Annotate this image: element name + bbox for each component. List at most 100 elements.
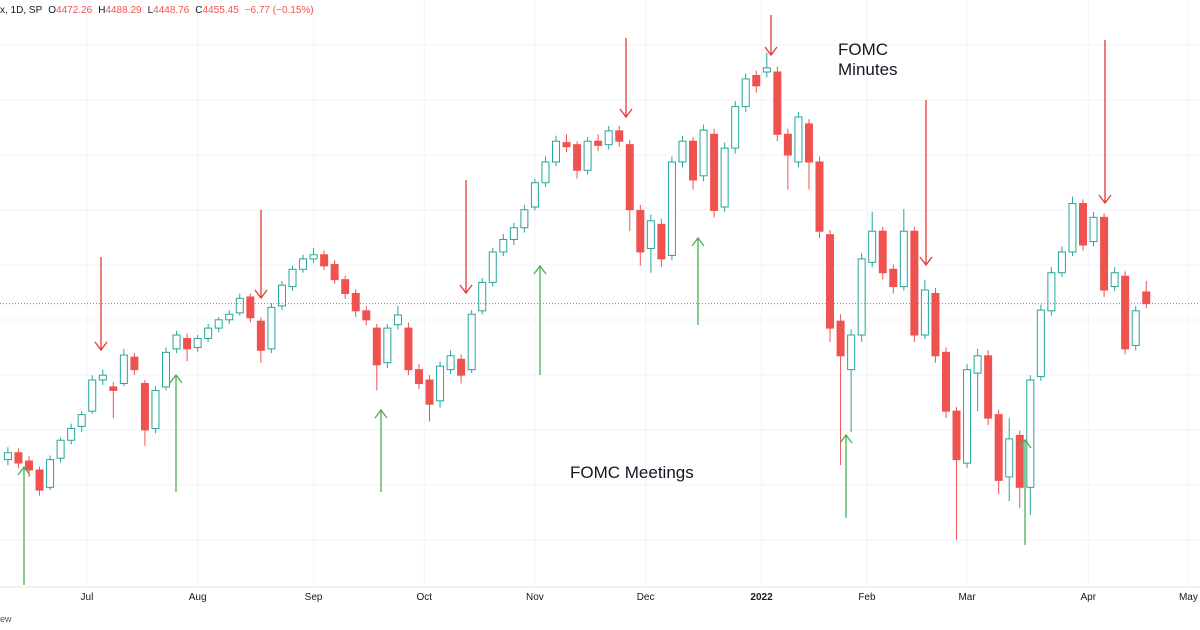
candle-body [615,130,624,142]
close-label: C [195,5,203,16]
candle-body [109,386,118,391]
candle-body [573,144,582,171]
candle-body [1089,216,1098,243]
candle-body [1121,275,1130,350]
candle-body [868,230,877,263]
candle-body [256,320,265,351]
candle-body [478,281,487,312]
x-tick-label: Aug [189,592,207,603]
candle-body [119,354,128,384]
candle-body [826,234,835,329]
x-tick-label: 2022 [750,592,773,603]
candle-body [1079,203,1088,246]
candle-body [731,106,740,149]
change: −6.77 (−0.15%) [244,5,314,16]
x-tick-label: Mar [958,592,976,603]
candle-body [783,133,792,156]
candle-body [1036,309,1045,378]
low-value: 4448.76 [153,5,190,16]
candle-body [889,268,898,288]
candle-body [1047,272,1056,312]
candle-body [878,230,887,274]
candle-body [910,230,919,336]
candle-body [657,223,666,260]
x-tick-label: Feb [858,592,876,603]
candle-body [425,379,434,405]
candle-body [541,161,550,184]
close-value: 4455.45 [202,5,239,16]
candle-body [667,161,676,256]
candle-body [1057,251,1066,274]
h-grid [0,44,1200,541]
candle-body [457,358,466,376]
candle-body [372,327,381,366]
candle-body [562,142,571,148]
footer-logo: ew [0,614,12,624]
candle-body [994,414,1003,481]
candle-body [330,263,339,281]
candle-body [509,227,518,241]
candle-body [225,313,234,321]
high-label: H [98,5,106,16]
x-tick-label: May [1179,592,1198,603]
candle-body [973,355,982,374]
candle-body [499,239,508,253]
candle-body [551,140,560,163]
candle-body [162,351,171,388]
low-label: L [147,5,154,16]
candle-body [1015,434,1024,488]
candle-body [351,293,360,312]
candle-body [1026,379,1035,488]
x-tick-label: Nov [526,592,544,603]
candle-body [309,254,318,260]
candle-body [204,327,213,339]
open-value: 4472.26 [56,5,93,16]
candle-body [762,67,771,73]
candle-body [14,452,23,464]
candle-body [741,78,750,108]
candle-body [720,147,729,208]
candle-body [1005,438,1014,478]
x-tick-label: Dec [637,592,655,603]
candle-body [625,144,634,211]
candle-body [636,209,645,253]
candle-body [277,284,286,307]
candle-body [699,129,708,177]
annotation-minutes: FOMC Minutes [838,40,898,79]
candle-body [214,319,223,329]
candle-body [56,439,65,459]
candle-body [583,140,592,171]
candle-body [362,310,371,321]
annotation-meetings: FOMC Meetings [570,463,694,482]
candle-body [1100,216,1109,291]
x-tick-label: Apr [1080,592,1096,603]
candle-body [288,268,297,288]
candle-body [98,374,107,381]
candle-body [46,459,55,488]
candle-body [857,258,866,336]
candle-body [267,306,276,350]
candle-body [815,161,824,232]
candle-body [67,427,76,441]
legend-header: x, 1D, SP O 4472.26 H 4488.29 L 4448.76 C 44… [0,5,320,16]
candle-body [488,251,497,283]
symbol: x, 1D, SP [0,5,43,16]
candle-body [752,74,761,87]
arrows [17,15,1112,585]
candle-body [193,337,202,348]
candle-body [383,327,392,364]
green-arrows [17,236,1032,585]
candle-body [24,460,33,471]
candle-body [530,182,539,208]
candle-body [1068,203,1077,253]
candle-body [804,123,813,163]
candle-body [172,334,181,350]
candle-body [847,334,856,371]
x-tick-label: Sep [305,592,323,603]
candle-body [920,289,929,336]
x-tick-label: Oct [416,592,432,603]
candle-body [77,414,86,427]
candle-body [3,452,12,461]
high-value: 4488.29 [105,5,142,16]
